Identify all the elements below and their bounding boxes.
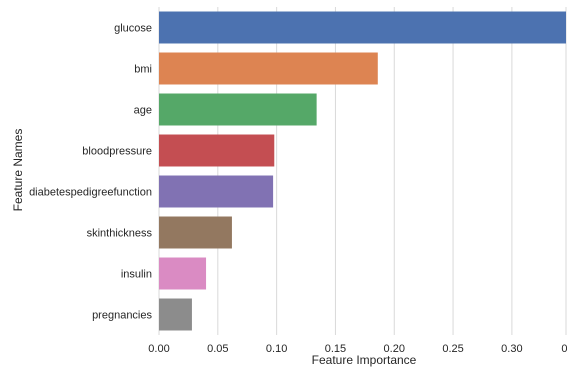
bar-bmi (159, 52, 378, 85)
x-tick-label: 0.15 (325, 343, 346, 355)
y-tick-label-pregnancies: pregnancies (92, 310, 152, 322)
x-tick-label: 0.05 (207, 343, 228, 355)
y-axis-title: Feature Names (11, 129, 25, 212)
x-tick-label: 0.10 (266, 343, 287, 355)
y-tick-label-glucose: glucose (114, 23, 152, 35)
y-tick-label-age: age (134, 105, 152, 117)
bar-glucose (159, 11, 566, 44)
y-tick-label-diabetespedigreefunction: diabetespedigreefunction (29, 187, 152, 199)
bar-insulin (159, 257, 207, 290)
y-tick-label-skinthickness: skinthickness (87, 228, 153, 240)
x-tick-label: 0.25 (442, 343, 463, 355)
bars-layer (159, 11, 566, 331)
bar-skinthickness (159, 216, 232, 249)
x-tick-label: 0. (561, 343, 567, 355)
bar-diabetespedigreefunction (159, 175, 274, 208)
y-tick-label-bmi: bmi (134, 64, 152, 76)
x-tick-labels: 0.00 0.05 0.10 0.15 0.20 0.25 0.30 0. (148, 343, 567, 355)
y-tick-labels: glucose bmi age bloodpressure diabetespedigr… (29, 23, 152, 322)
x-axis-title: Feature Importance (312, 353, 417, 367)
x-tick-label: 0.30 (501, 343, 522, 355)
y-tick-label-insulin: insulin (121, 269, 152, 281)
bar-bloodpressure (159, 134, 275, 167)
bar-age (159, 93, 317, 126)
x-tick-label: 0.20 (384, 343, 405, 355)
bar-pregnancies (159, 298, 192, 331)
x-tick-label: 0.00 (148, 343, 169, 355)
y-tick-label-bloodpressure: bloodpressure (82, 146, 152, 158)
